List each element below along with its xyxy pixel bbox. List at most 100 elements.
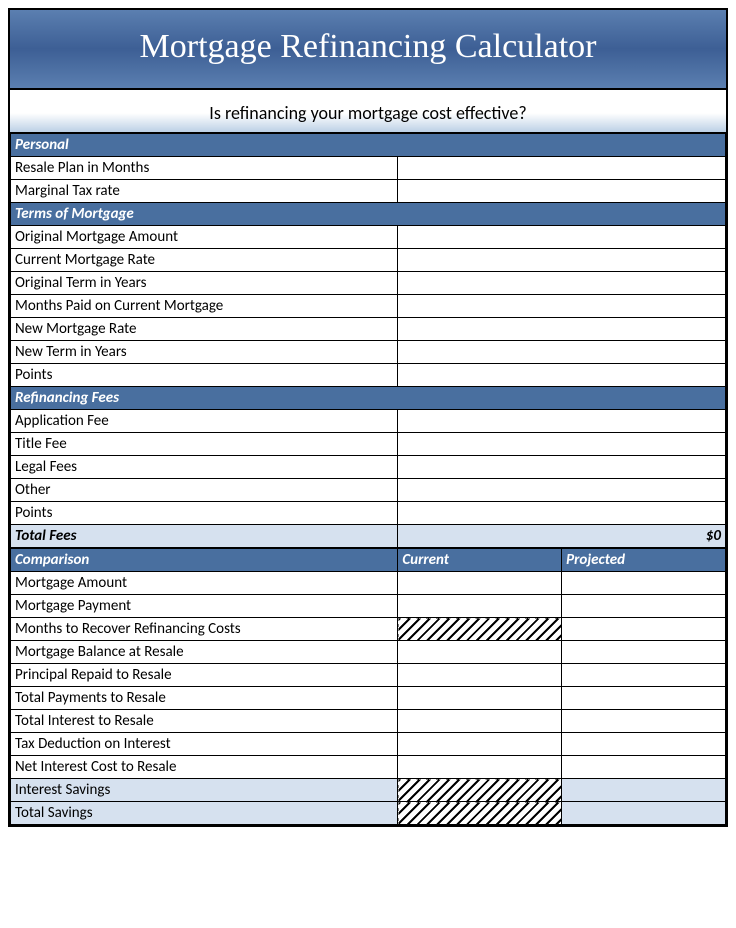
projected-value [562,779,726,802]
row-label: Total Savings [11,802,398,825]
projected-value [562,595,726,618]
projected-value [562,710,726,733]
row-label: Points [11,364,398,387]
section-header-terms: Terms of Mortgage [11,203,726,226]
row-label: New Term in Years [11,341,398,364]
comparison-header-label: Comparison [11,549,398,572]
projected-value [562,641,726,664]
table-row: Resale Plan in Months [11,157,726,180]
current-value-na [398,618,562,641]
current-value [398,572,562,595]
row-label: Interest Savings [11,779,398,802]
row-label: Legal Fees [11,456,398,479]
table-row: Application Fee [11,410,726,433]
table-row: New Mortgage Rate [11,318,726,341]
section-header-label: Terms of Mortgage [11,203,726,226]
row-value-input[interactable] [398,341,726,364]
row-label: Total Payments to Resale [11,687,398,710]
row-label: Title Fee [11,433,398,456]
table-row: Points [11,364,726,387]
current-value [398,710,562,733]
comparison-col-projected: Projected [562,549,726,572]
total-fees-label: Total Fees [11,525,398,548]
total-fees-row: Total Fees $0 [11,525,726,548]
projected-value [562,756,726,779]
table-row: Original Term in Years [11,272,726,295]
table-row: Other [11,479,726,502]
row-label: Original Mortgage Amount [11,226,398,249]
title-banner: Mortgage Refinancing Calculator [10,10,726,90]
table-row: Legal Fees [11,456,726,479]
current-value-na [398,779,562,802]
table-row: Principal Repaid to Resale [11,664,726,687]
table-row: Months to Recover Refinancing Costs [11,618,726,641]
current-value [398,687,562,710]
row-label: Tax Deduction on Interest [11,733,398,756]
subtitle-text: Is refinancing your mortgage cost effect… [209,102,526,124]
row-label: Net Interest Cost to Resale [11,756,398,779]
row-label: Total Interest to Resale [11,710,398,733]
row-value-input[interactable] [398,502,726,525]
table-row: Interest Savings [11,779,726,802]
table-row: Net Interest Cost to Resale [11,756,726,779]
row-label: Mortgage Payment [11,595,398,618]
current-value-na [398,802,562,825]
section-header-fees: Refinancing Fees [11,387,726,410]
row-label: Points [11,502,398,525]
page-title: Mortgage Refinancing Calculator [140,28,597,65]
projected-value [562,618,726,641]
row-label: Current Mortgage Rate [11,249,398,272]
table-row: Title Fee [11,433,726,456]
row-value-input[interactable] [398,318,726,341]
table-row: Tax Deduction on Interest [11,733,726,756]
section-header-personal: Personal [11,134,726,157]
current-value [398,733,562,756]
row-value-input[interactable] [398,433,726,456]
current-value [398,664,562,687]
projected-value [562,687,726,710]
row-value-input[interactable] [398,157,726,180]
comparison-table: Comparison Current Projected Mortgage Am… [10,548,726,825]
calculator-table: Personal Resale Plan in Months Marginal … [10,133,726,548]
table-row: Original Mortgage Amount [11,226,726,249]
table-row: New Term in Years [11,341,726,364]
row-label: Principal Repaid to Resale [11,664,398,687]
table-row: Mortgage Amount [11,572,726,595]
row-label: Months Paid on Current Mortgage [11,295,398,318]
row-label: Application Fee [11,410,398,433]
section-header-label: Personal [11,134,726,157]
table-row: Total Interest to Resale [11,710,726,733]
current-value [398,756,562,779]
row-label: Original Term in Years [11,272,398,295]
table-row: Total Payments to Resale [11,687,726,710]
row-label: Other [11,479,398,502]
calculator-sheet: Mortgage Refinancing Calculator Is refin… [8,8,728,827]
section-header-comparison: Comparison Current Projected [11,549,726,572]
row-label: Months to Recover Refinancing Costs [11,618,398,641]
table-row: Marginal Tax rate [11,180,726,203]
current-value [398,641,562,664]
table-row: Mortgage Payment [11,595,726,618]
table-row: Points [11,502,726,525]
row-value-input[interactable] [398,410,726,433]
row-label: New Mortgage Rate [11,318,398,341]
row-value-input[interactable] [398,272,726,295]
row-value-input[interactable] [398,295,726,318]
current-value [398,595,562,618]
row-value-input[interactable] [398,456,726,479]
section-header-label: Refinancing Fees [11,387,726,410]
row-label: Resale Plan in Months [11,157,398,180]
projected-value [562,802,726,825]
comparison-col-current: Current [398,549,562,572]
table-row: Total Savings [11,802,726,825]
row-value-input[interactable] [398,479,726,502]
projected-value [562,572,726,595]
projected-value [562,664,726,687]
row-value-input[interactable] [398,226,726,249]
row-value-input[interactable] [398,364,726,387]
subtitle-banner: Is refinancing your mortgage cost effect… [10,90,726,133]
row-value-input[interactable] [398,249,726,272]
row-value-input[interactable] [398,180,726,203]
table-row: Months Paid on Current Mortgage [11,295,726,318]
table-row: Current Mortgage Rate [11,249,726,272]
